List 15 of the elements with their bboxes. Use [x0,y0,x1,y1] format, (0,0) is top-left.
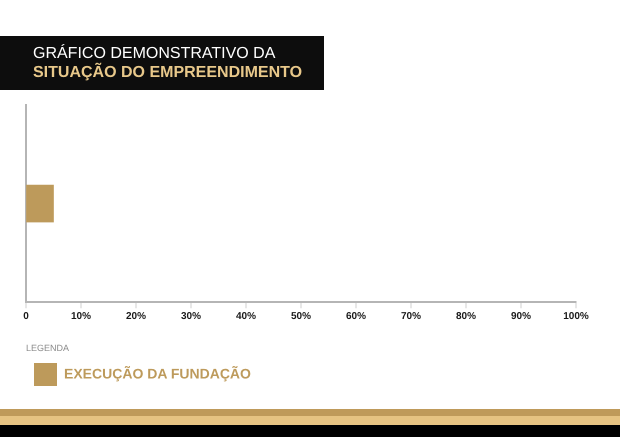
x-tick-label: 70% [400,310,422,322]
chart-subtitle: SITUAÇÃO DO EMPREENDIMENTO [33,63,304,82]
x-tick-label: 10% [70,310,92,322]
legend-label: EXECUÇÃO DA FUNDAÇÃO [64,365,252,382]
x-tick-label: 0 [23,310,30,322]
x-tick-label: 20% [126,310,146,322]
x-tick-label: 30% [180,310,202,322]
chart-title: GRÁFICO DEMONSTRATIVO DA [33,44,276,62]
x-tick-label: 90% [510,310,532,322]
x-tick-label: 60% [346,310,366,322]
x-tick-label: 80% [456,310,476,322]
legend-title: LEGENDA [26,343,70,354]
x-tick-label: 40% [236,310,256,322]
x-tick-label: 50% [290,310,312,322]
x-tick-label: 100% [563,310,589,322]
